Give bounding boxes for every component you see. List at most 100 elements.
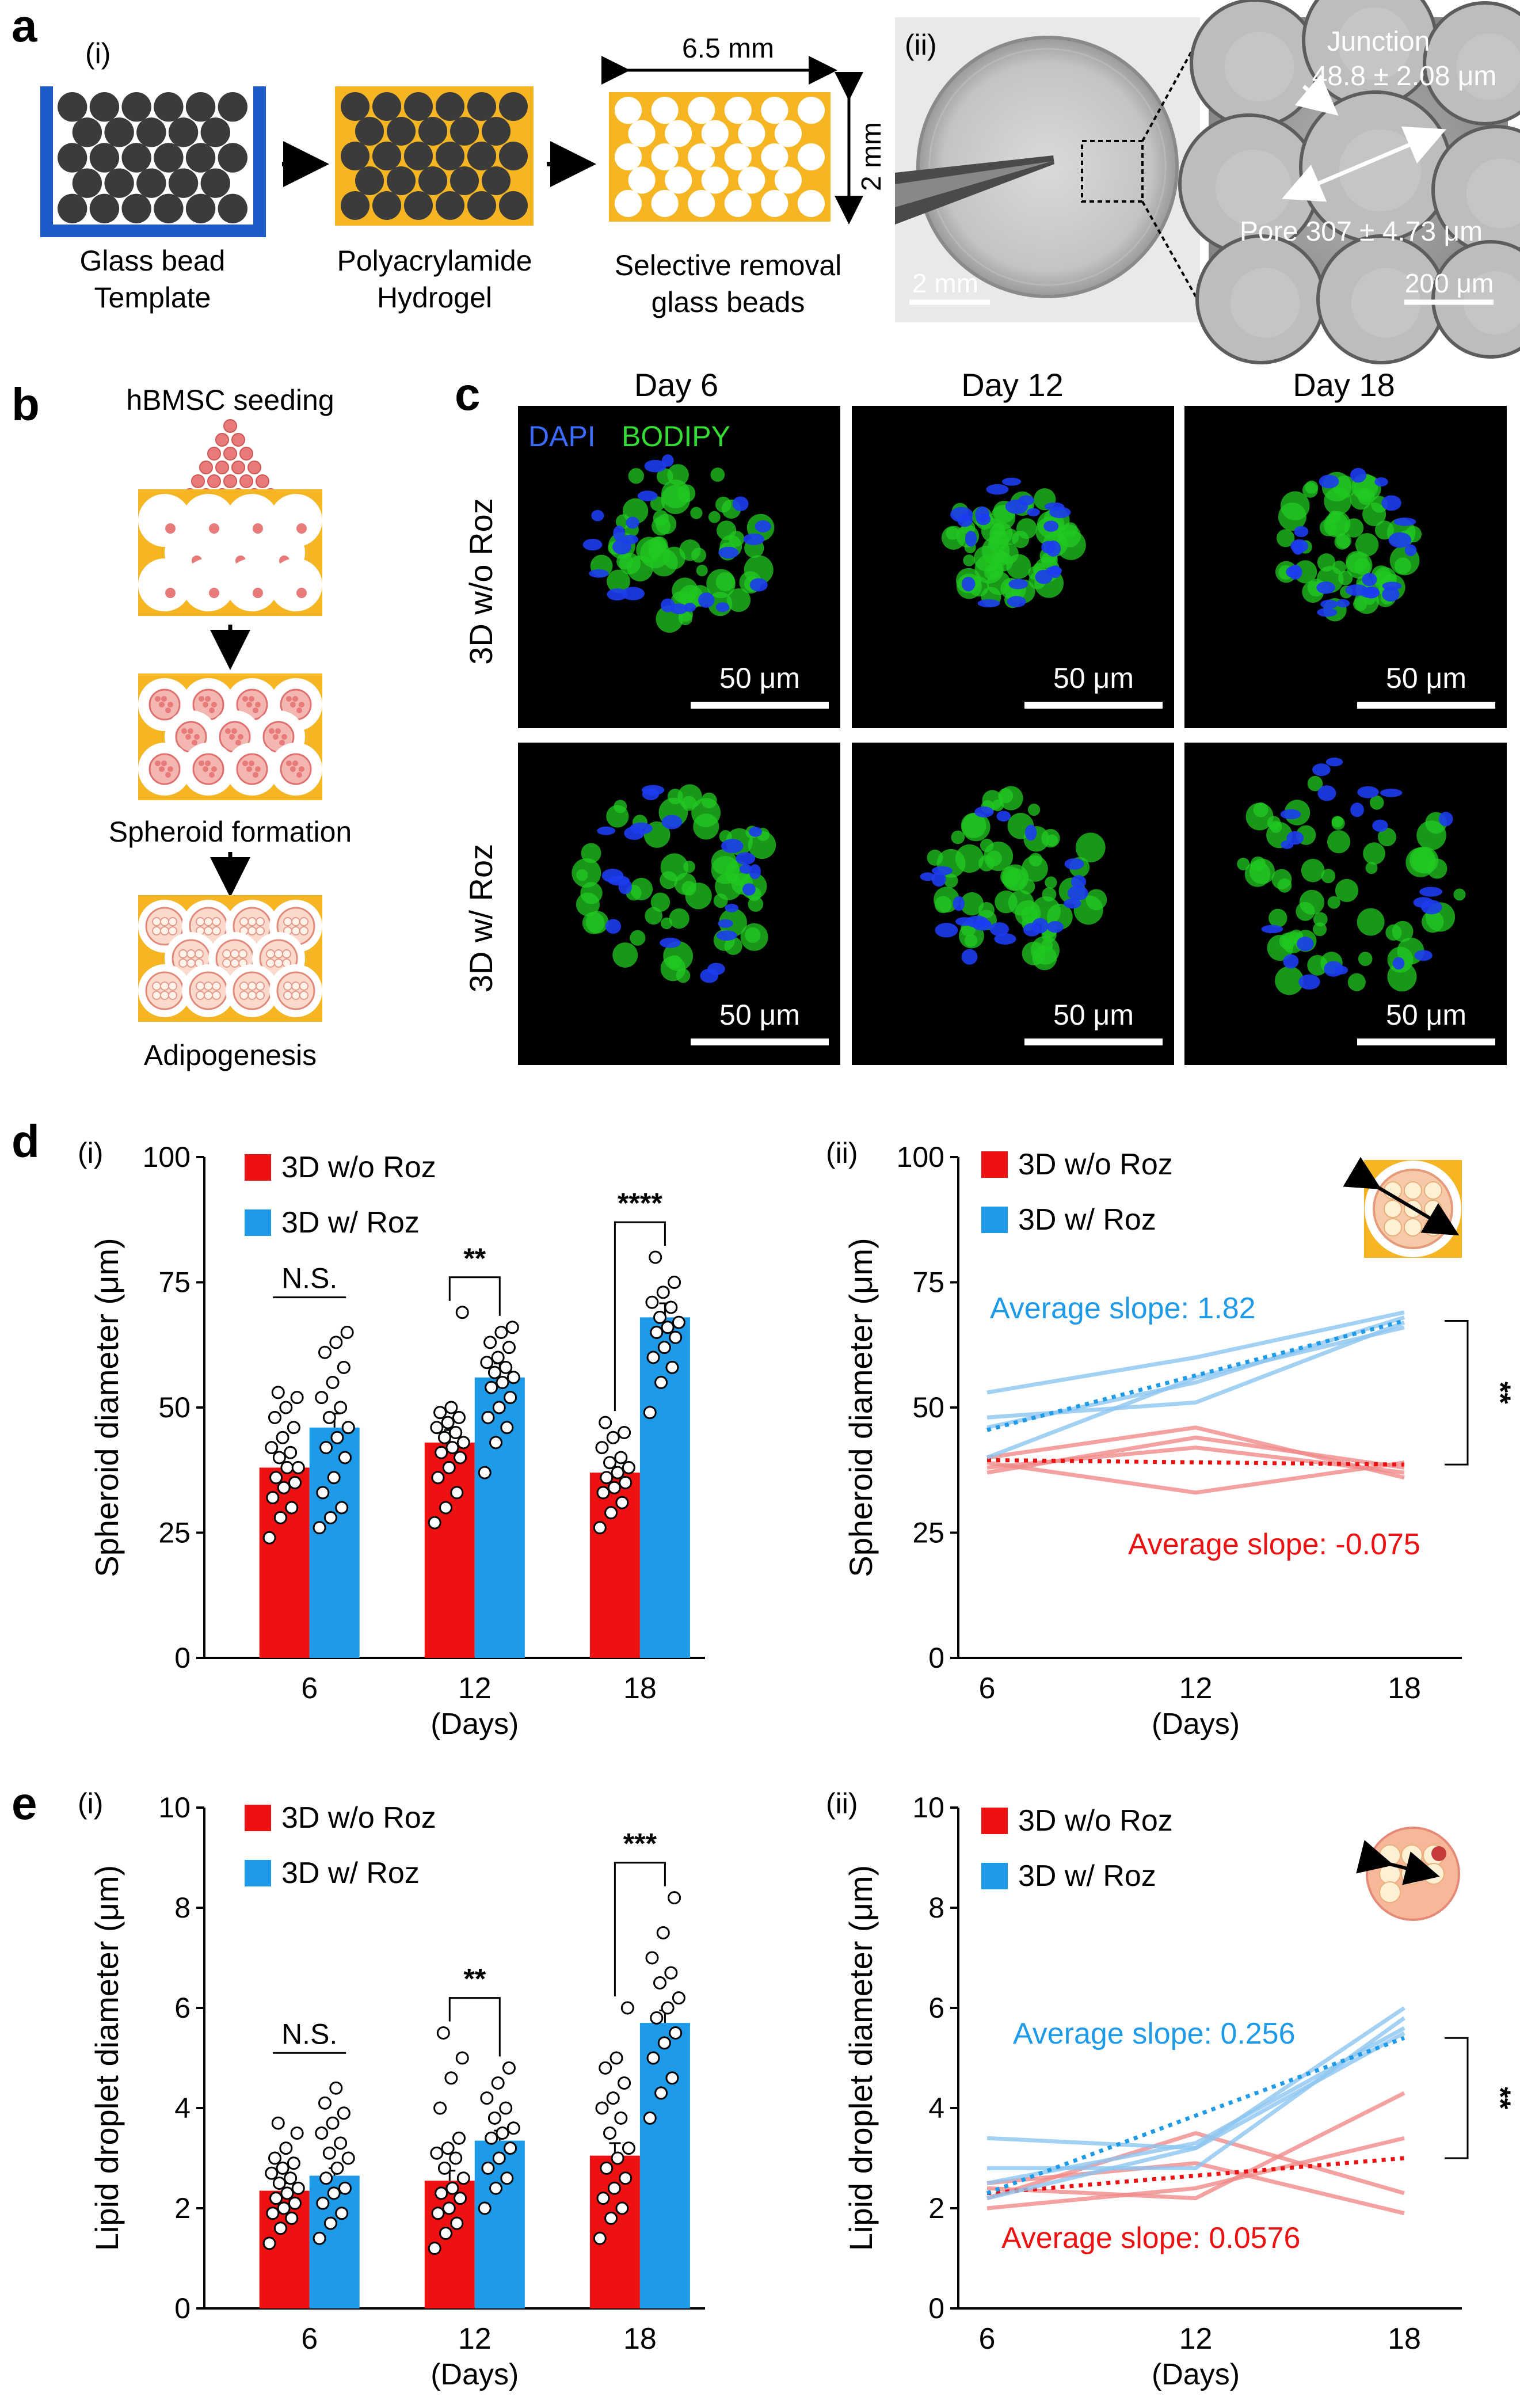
adipocyte-icon-droplet: [1379, 1881, 1401, 1903]
data-point: [272, 1451, 286, 1464]
data-point: [665, 2071, 679, 2085]
seeded-cell: [165, 523, 176, 534]
diameter-arrow-icon: [1356, 1840, 1440, 1885]
data-point: [618, 1426, 631, 1439]
panel-letter-c: c: [455, 368, 481, 420]
scaffold-pore: [138, 558, 191, 611]
lipid-stain: [1331, 816, 1343, 828]
data-point: [489, 2181, 503, 2195]
data-point: [615, 2201, 629, 2215]
data-point: [436, 2026, 450, 2040]
data-point: [338, 1451, 352, 1464]
data-point: [622, 2141, 635, 2155]
day-label-12: Day 12: [961, 367, 1063, 403]
nucleus-stain: [597, 826, 616, 835]
pore-window: [1466, 158, 1520, 229]
lipid-stain: [1041, 829, 1060, 848]
legend-label-w: 3D w/ Roz: [281, 1206, 420, 1239]
lipid-stain: [1338, 570, 1353, 585]
scaffold-pore: [182, 558, 235, 611]
legend-swatch-wo: [981, 1808, 1008, 1834]
lipid-droplet: [238, 949, 247, 958]
spheroid-cell: [161, 696, 167, 702]
data-point: [428, 1516, 441, 1530]
nucleus-stain: [755, 520, 771, 532]
lipid-stain: [650, 892, 671, 912]
lipid-stain: [951, 830, 965, 844]
spheroid-cell: [242, 760, 248, 766]
seeded-cell: [231, 433, 245, 447]
nucleus-stain: [661, 598, 675, 613]
scale-label: 50 μm: [719, 662, 800, 694]
nucleus-stain: [642, 788, 660, 800]
data-point: [288, 1476, 302, 1489]
lipid-droplet: [212, 982, 221, 991]
data-point: [285, 1501, 299, 1515]
data-point: [654, 2086, 668, 2100]
seeded-cell: [223, 447, 237, 461]
lipid-droplet: [168, 926, 177, 935]
nucleus-stain: [1324, 961, 1343, 977]
nucleus-stain: [955, 917, 974, 926]
lipid-droplet: [204, 991, 213, 1000]
spheroid-cell: [203, 766, 208, 772]
significance-label: ****: [618, 1187, 662, 1219]
data-point: [646, 1351, 660, 1364]
glass-bead: [200, 168, 230, 198]
lipid-stain: [973, 545, 1000, 572]
spheroid-cell: [188, 728, 193, 734]
glass-bead: [218, 193, 247, 223]
panel-a-sub-ii: (ii): [905, 29, 937, 61]
lipid-stain: [984, 842, 1014, 872]
data-point: [291, 1460, 305, 1474]
nucleus-stain: [698, 592, 715, 608]
legend-swatch-w: [245, 1209, 271, 1236]
data-point: [326, 2116, 340, 2130]
lipid-droplet: [204, 982, 213, 991]
bar-w-18: [639, 1317, 690, 1658]
step1-label-line1: Glass bead: [80, 245, 226, 277]
nucleus-stain: [1393, 518, 1416, 526]
y-tick-label: 75: [158, 1266, 191, 1299]
data-point: [668, 1276, 681, 1289]
data-point: [337, 1360, 351, 1374]
data-point: [431, 2207, 445, 2220]
embedded-bead: [481, 116, 511, 146]
legend-label-w: 3D w/ Roz: [1018, 1859, 1156, 1893]
embedded-bead: [403, 92, 433, 121]
x-tick-label: 12: [458, 2322, 492, 2356]
spheroid-cell: [165, 707, 171, 713]
pore: [724, 97, 752, 124]
data-point: [614, 1451, 628, 1464]
lipid-stain: [630, 930, 646, 946]
seeding-scaffold-icon: [138, 489, 322, 616]
lipid-stain: [660, 853, 688, 881]
lipid-stain: [661, 917, 673, 930]
data-point: [455, 1306, 469, 1319]
data-point: [607, 2181, 621, 2195]
nucleus-stain: [1002, 477, 1022, 486]
data-point: [669, 1330, 683, 1344]
data-point: [269, 2192, 283, 2205]
lipid-stain: [619, 553, 641, 575]
lipid-droplet: [274, 958, 283, 968]
data-point: [319, 1441, 333, 1455]
tweezer-tip: [895, 155, 1054, 225]
lipid-stain: [748, 896, 764, 912]
data-point: [326, 1376, 340, 1389]
x-axis-label: (Days): [1152, 1707, 1240, 1741]
legend-swatch-wo: [245, 1805, 271, 1831]
significance-bracket: [1445, 2037, 1469, 2159]
data-point: [615, 1496, 629, 1509]
data-point: [276, 1431, 289, 1444]
lipid-stain: [708, 511, 721, 523]
lipid-droplet: [266, 949, 275, 958]
data-point: [485, 2131, 498, 2145]
data-point: [650, 1326, 664, 1339]
glass-bead: [185, 193, 216, 223]
spheroid-cell: [249, 696, 254, 702]
lipid-stain: [691, 547, 707, 563]
y-tick-label: 6: [928, 1992, 944, 2024]
pore: [761, 189, 788, 218]
embedded-bead: [387, 116, 416, 146]
